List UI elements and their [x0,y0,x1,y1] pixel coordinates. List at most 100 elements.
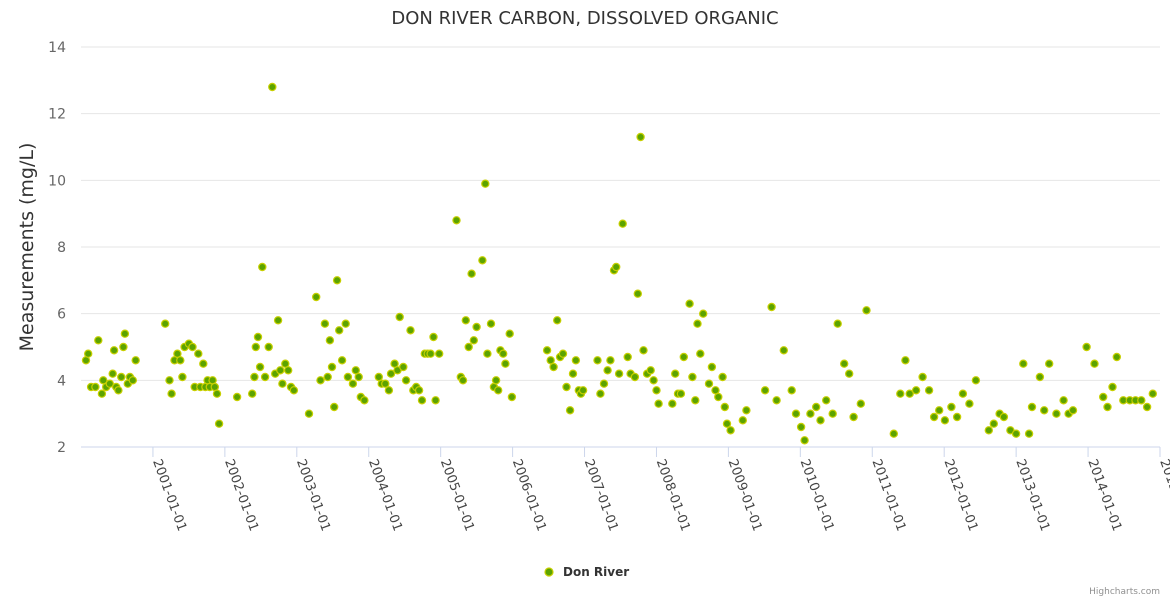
data-point[interactable] [119,342,128,352]
data-point[interactable] [260,372,270,382]
data-point[interactable] [911,386,921,395]
data-point[interactable] [553,316,562,325]
data-point[interactable] [131,356,140,365]
data-point[interactable] [264,342,273,352]
data-point[interactable] [278,379,287,388]
series-don-river[interactable] [81,82,1158,445]
data-point[interactable] [348,379,358,388]
data-point[interactable] [688,372,697,382]
data-point[interactable] [965,399,974,408]
data-point[interactable] [417,396,427,405]
data-point[interactable] [94,336,103,345]
data-point[interactable] [494,386,503,395]
data-point[interactable] [467,269,476,278]
data-point[interactable] [160,319,170,328]
data-point[interactable] [599,379,609,388]
data-point[interactable] [343,372,353,382]
data-point[interactable] [760,386,770,395]
data-point[interactable] [120,329,130,338]
data-point[interactable] [165,376,174,385]
data-point[interactable] [247,389,257,398]
data-point[interactable] [707,362,717,372]
data-point[interactable] [325,336,335,345]
data-point[interactable] [435,349,444,358]
data-point[interactable] [568,369,578,378]
data-point[interactable] [720,402,730,412]
data-point[interactable] [779,346,789,355]
data-point[interactable] [251,342,260,352]
data-point[interactable] [128,376,137,385]
data-point[interactable] [253,332,263,342]
data-point[interactable] [335,326,344,335]
data-point[interactable] [199,359,208,368]
data-point[interactable] [452,216,461,225]
data-point[interactable] [105,379,115,388]
data-point[interactable] [384,386,394,395]
data-point[interactable] [546,356,555,365]
data-point[interactable] [571,356,581,365]
data-point[interactable] [117,372,126,382]
data-point[interactable] [940,416,950,425]
data-point[interactable] [849,412,858,422]
data-point[interactable] [429,332,438,342]
data-point[interactable] [772,396,781,405]
data-point[interactable] [1098,392,1108,402]
data-point[interactable] [114,386,123,395]
data-point[interactable] [1112,352,1122,362]
data-point[interactable] [606,356,615,365]
data-point[interactable] [901,356,910,365]
data-point[interactable] [833,319,842,328]
data-point[interactable] [505,329,514,338]
data-point[interactable] [862,306,871,315]
data-point[interactable] [636,132,645,142]
data-point[interactable] [1052,409,1061,418]
data-point[interactable] [337,356,347,365]
data-point[interactable] [483,349,492,358]
data-point[interactable] [304,409,314,418]
data-point[interactable] [984,426,994,435]
data-point[interactable] [1082,342,1091,352]
data-point[interactable] [1019,359,1028,368]
data-point[interactable] [401,376,411,385]
data-point[interactable] [276,366,285,375]
data-point[interactable] [679,352,689,362]
data-point[interactable] [565,406,575,415]
data-point[interactable] [693,319,702,328]
data-point[interactable] [542,346,552,355]
data-point[interactable] [284,366,293,375]
data-point[interactable] [718,372,727,382]
data-point[interactable] [958,389,968,398]
data-point[interactable] [320,319,330,328]
data-point[interactable] [646,366,655,375]
data-point[interactable] [1108,382,1117,392]
data-point[interactable] [676,389,686,398]
data-point[interactable] [742,406,751,415]
data-point[interactable] [414,386,424,395]
data-point[interactable] [840,359,849,368]
data-point[interactable] [354,372,363,382]
data-point[interactable] [360,396,369,405]
data-point[interactable] [458,376,468,385]
data-point[interactable] [481,179,490,188]
data-point[interactable] [472,322,481,332]
data-point[interactable] [812,402,821,412]
data-point[interactable] [395,312,404,322]
data-point[interactable] [639,346,648,355]
data-point[interactable] [549,362,558,372]
data-point[interactable] [668,399,677,408]
data-point[interactable] [971,376,981,385]
data-point[interactable] [952,412,962,422]
data-point[interactable] [1142,402,1152,412]
data-point[interactable] [330,402,339,412]
data-point[interactable] [194,349,203,358]
data-point[interactable] [699,309,708,318]
data-point[interactable] [989,419,999,428]
data-point[interactable] [323,372,332,382]
data-point[interactable] [845,369,854,378]
data-point[interactable] [722,419,732,428]
data-point[interactable] [327,362,337,372]
data-point[interactable] [791,409,801,418]
data-point[interactable] [97,389,107,398]
data-point[interactable] [828,409,837,418]
data-point[interactable] [929,412,939,422]
